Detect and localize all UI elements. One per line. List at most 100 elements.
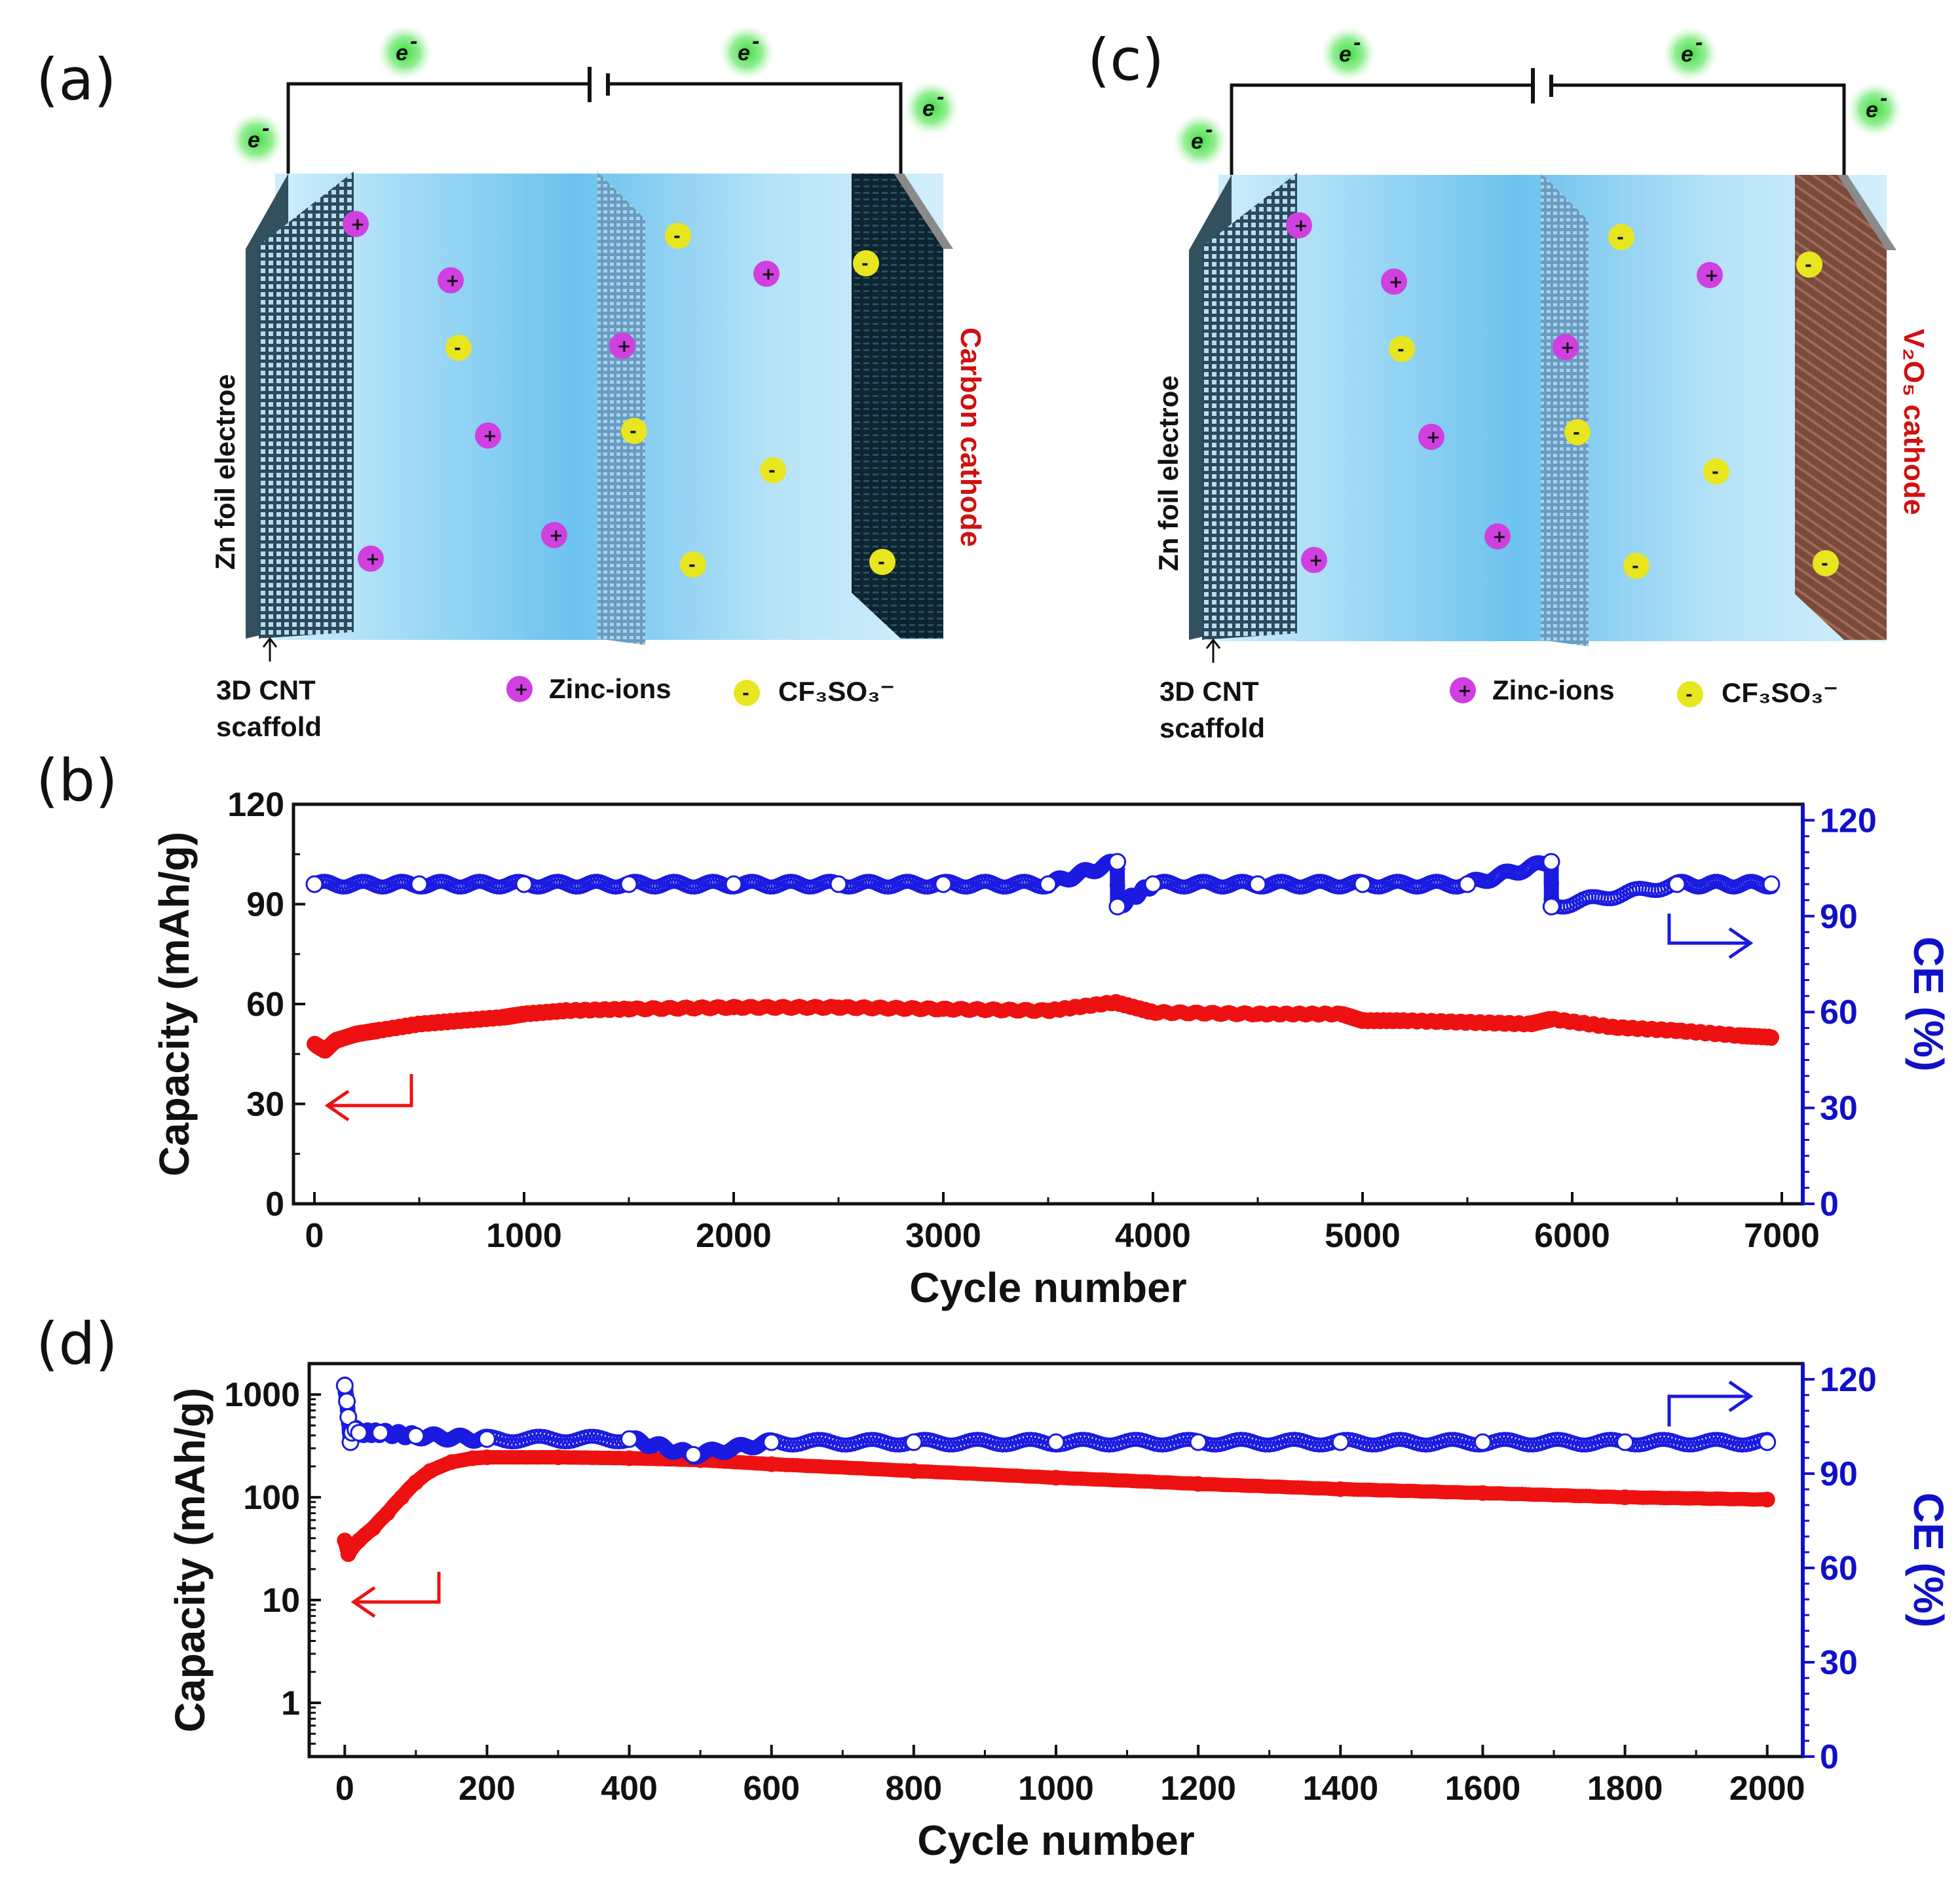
- y2-tick-label: 0: [1820, 1738, 1839, 1776]
- plot-frame: [307, 1362, 1805, 1759]
- x-tick-label: 4000: [1115, 1217, 1191, 1255]
- legend-anion-marker: [734, 680, 760, 706]
- scaffold-label-2: scaffold: [1159, 713, 1265, 743]
- x-axis-title: Cycle number: [909, 1264, 1186, 1311]
- ce-data-point: [763, 1433, 781, 1451]
- electron-glow: [904, 81, 959, 136]
- anion: [445, 335, 472, 361]
- legend-anion-sign: -: [1686, 685, 1693, 705]
- ce-data-point: [725, 875, 743, 893]
- x-tick-label: 400: [601, 1770, 658, 1808]
- cathode-label: Carbon cathode: [954, 327, 987, 547]
- ce-data-point: [684, 1445, 702, 1464]
- zinc-ion-sign: +: [483, 426, 497, 446]
- capacity-data-point: [1606, 1019, 1622, 1035]
- capacity-data-point: [935, 1001, 951, 1017]
- legend-anion-label: CF₃SO₃⁻: [1722, 677, 1838, 708]
- electron-glow: [1847, 82, 1902, 137]
- electron-charge: -: [1205, 117, 1213, 142]
- capacity-axis-arrow-head: [350, 1586, 376, 1618]
- y2-tick-label: 90: [1820, 1455, 1858, 1493]
- capacity-data-point: [831, 999, 846, 1016]
- capacity-data-point: [1332, 1481, 1349, 1497]
- capacity-data-point: [558, 1003, 574, 1019]
- ce-data-point: [1108, 897, 1127, 916]
- scaffold-pointer-head: [262, 637, 278, 648]
- scaffold-label-2: scaffold: [216, 711, 322, 742]
- cathode: [852, 174, 943, 639]
- anion: [1796, 251, 1822, 278]
- x-tick-label: 2000: [696, 1217, 772, 1255]
- y-tick-label: 60: [246, 986, 284, 1024]
- zinc-ion: [609, 333, 635, 359]
- x-tick-label: 3000: [905, 1217, 981, 1255]
- electron-glow: [377, 25, 432, 80]
- capacity-axis-arrow: [328, 1074, 413, 1108]
- electron-label: e: [396, 41, 408, 65]
- capacity-data-point: [1669, 1022, 1685, 1039]
- ce-axis-arrow: [1667, 914, 1750, 945]
- x-tick-label: 7000: [1744, 1217, 1820, 1255]
- capacity-data-point: [1397, 1013, 1412, 1029]
- cnt-scaffold: [259, 172, 354, 639]
- x-tick-label: 1400: [1302, 1770, 1378, 1808]
- capacity-data-point: [1763, 1029, 1779, 1045]
- anion-sign: -: [630, 422, 637, 441]
- anion-sign: -: [454, 339, 461, 358]
- anion: [680, 551, 706, 578]
- zinc-ion: [753, 261, 780, 287]
- zinc-ion-sign: +: [1309, 551, 1323, 570]
- anion: [1703, 458, 1729, 485]
- ce-data-point: [1473, 1433, 1492, 1451]
- x-tick-label: 1800: [1587, 1770, 1663, 1808]
- zinc-ion-sign: +: [1389, 272, 1403, 292]
- ce-data-point: [1108, 853, 1127, 871]
- y2-axis-title: CE (%): [1905, 937, 1952, 1071]
- y2-tick-label: 120: [1820, 802, 1877, 840]
- capacity-data-point: [422, 1463, 438, 1480]
- ce-data-point: [620, 1430, 639, 1448]
- series-ce: [305, 853, 1781, 916]
- electron-charge: -: [1695, 30, 1703, 55]
- y-tick-label: 90: [246, 886, 284, 924]
- capacity-data-point: [317, 1043, 333, 1059]
- anion-sign: -: [1821, 554, 1828, 574]
- x-tick-label: 1600: [1445, 1770, 1521, 1808]
- zinc-ion: [1301, 547, 1327, 573]
- anode-label: Zn foil electroe: [210, 374, 240, 570]
- zinc-ion-sign: +: [1705, 266, 1719, 286]
- electron-glow: [1321, 26, 1376, 81]
- electron-charge: -: [262, 116, 269, 141]
- ce-axis-arrow-head: [1728, 927, 1754, 959]
- capacity-data-point: [1522, 1016, 1538, 1032]
- anion: [1564, 419, 1591, 445]
- capacity-data-point: [905, 1463, 922, 1480]
- zinc-ion-sign: +: [366, 549, 380, 569]
- x-tick-label: 200: [459, 1770, 516, 1808]
- ce-data-point: [1762, 875, 1781, 893]
- zinc-ion: [438, 267, 464, 293]
- electron-label: e: [1866, 98, 1878, 122]
- panel-label-b: (b): [36, 747, 118, 814]
- legend-zinc-sign: +: [1458, 681, 1472, 701]
- zinc-ion: [475, 422, 501, 449]
- capacity-data-point: [443, 1454, 460, 1470]
- separator: [1541, 173, 1589, 646]
- capacity-data-point: [1543, 1011, 1559, 1027]
- x-tick-label: 2000: [1729, 1770, 1805, 1808]
- capacity-data-point: [1759, 1491, 1775, 1508]
- circuit-wire-left: [1230, 83, 1533, 198]
- anion: [1608, 224, 1634, 250]
- electron-label: e: [248, 128, 260, 153]
- capacity-axis-arrow: [354, 1572, 441, 1604]
- ce-axis-arrow: [1667, 1394, 1750, 1426]
- capacity-data-point: [1334, 1006, 1349, 1022]
- ce-data-point: [1542, 897, 1560, 916]
- y2-tick-label: 60: [1820, 1550, 1858, 1588]
- scaffold-pointer-head: [1205, 638, 1221, 649]
- cathode: [1795, 175, 1887, 640]
- zinc-ion-sign: +: [549, 526, 563, 546]
- electron-label: e: [738, 41, 750, 65]
- zinc-ion-sign: +: [1294, 216, 1308, 236]
